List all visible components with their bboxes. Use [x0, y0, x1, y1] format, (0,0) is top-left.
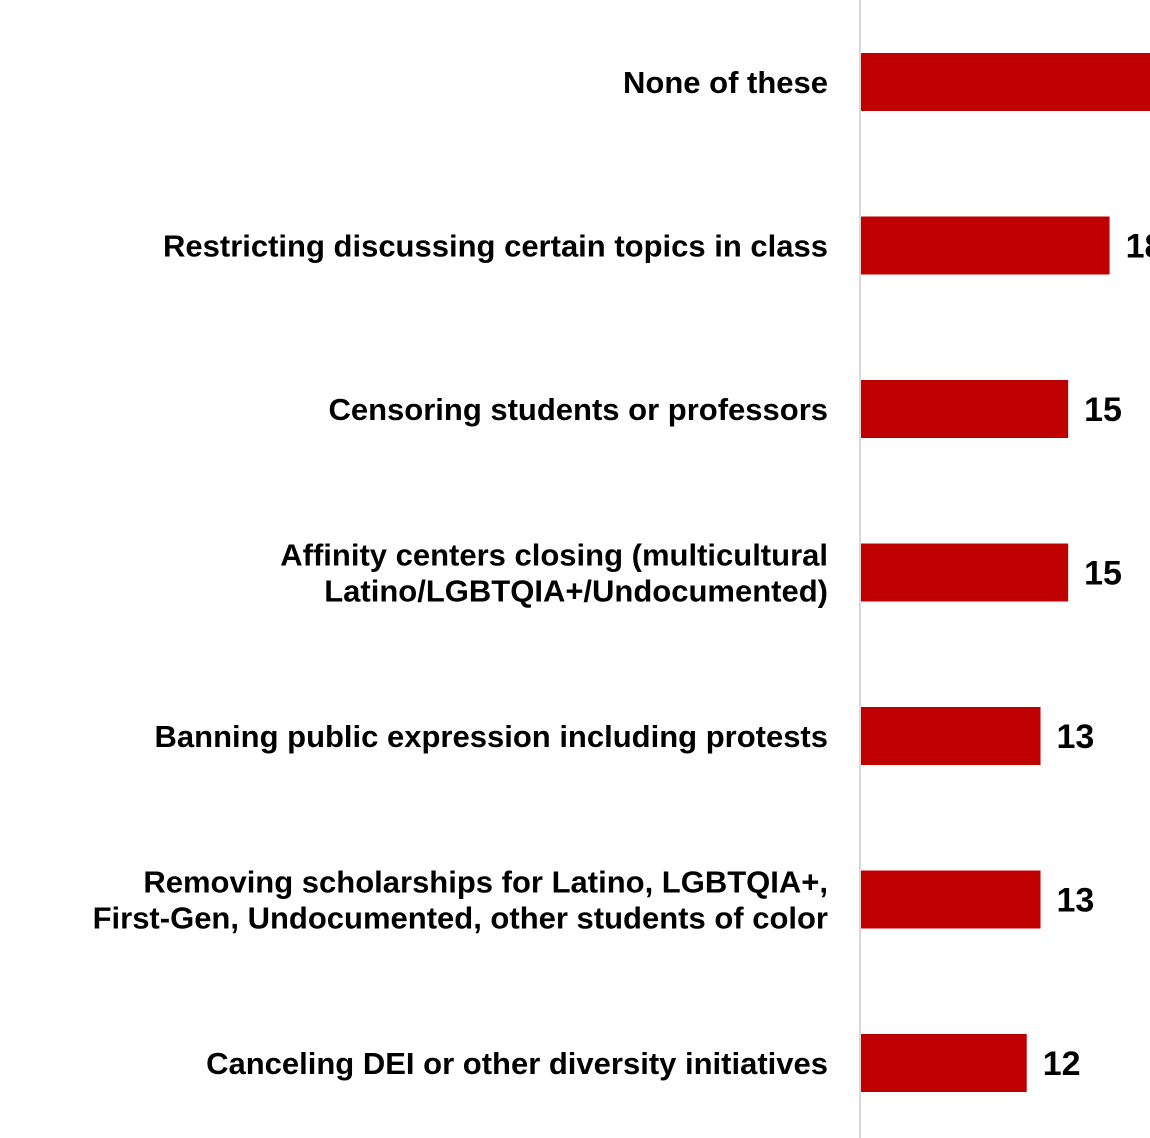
bar — [861, 707, 1041, 765]
bar — [861, 870, 1041, 929]
category-label: Affinity centers closing (multicultural L… — [280, 538, 828, 609]
value-label: 12 — [1043, 1045, 1081, 1083]
bar — [861, 543, 1069, 602]
category-label: Removing scholarships for Latino, LGBTQI… — [93, 865, 828, 936]
value-label: 13 — [1057, 718, 1095, 756]
category-label: Banning public expression including prot… — [155, 719, 828, 754]
value-label: 18 — [1126, 228, 1150, 266]
value-label: 15 — [1084, 555, 1122, 593]
bar — [861, 53, 1150, 111]
category-label: Restricting discussing certain topics in… — [163, 229, 828, 264]
category-label: Censoring students or professors — [328, 392, 828, 427]
category-label: Canceling DEI or other diversity initiat… — [206, 1046, 828, 1081]
value-label: 13 — [1057, 882, 1095, 920]
bars-layer: None of these Restricting discussing cert… — [93, 53, 1150, 1092]
bar — [861, 216, 1110, 275]
category-label: None of these — [623, 65, 828, 100]
bar — [861, 1034, 1027, 1092]
bar — [861, 380, 1069, 438]
value-label: 15 — [1084, 391, 1122, 429]
